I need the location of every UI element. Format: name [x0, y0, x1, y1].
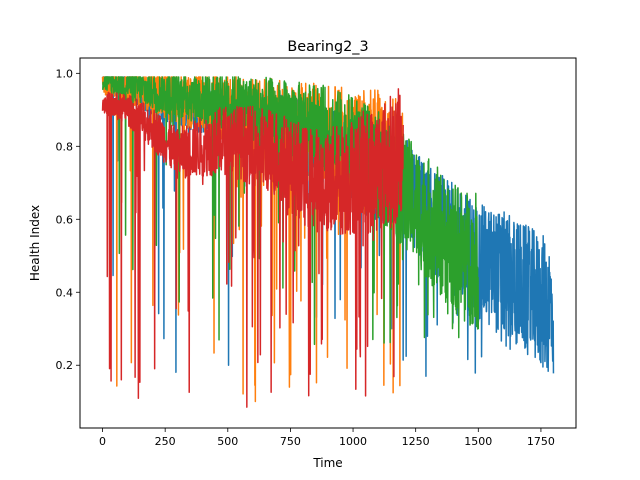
x-tick-label: 1250: [402, 435, 430, 448]
y-tick-label: 0.2: [56, 359, 74, 372]
x-axis: 0 250 500 750 1000 1250 1500 1750: [99, 428, 555, 448]
x-tick-label: 1750: [527, 435, 555, 448]
y-tick-label: 1.0: [56, 67, 74, 80]
y-tick-label: 0.8: [56, 140, 74, 153]
chart-title: Bearing2_3: [287, 39, 368, 55]
x-axis-label: Time: [312, 456, 342, 470]
x-tick-label: 500: [217, 435, 238, 448]
x-tick-label: 750: [280, 435, 301, 448]
x-tick-label: 250: [155, 435, 176, 448]
x-tick-label: 1500: [464, 435, 492, 448]
y-axis: 0.2 0.4 0.6 0.8 1.0: [56, 67, 80, 372]
plot-frame: [79, 57, 577, 429]
y-tick-label: 0.4: [56, 286, 74, 299]
x-tick-label: 1000: [339, 435, 367, 448]
y-axis-label: Health Index: [28, 205, 42, 281]
series-lines: [101, 76, 555, 408]
x-tick-label: 0: [99, 435, 106, 448]
series-line-4: [101, 88, 404, 408]
y-tick-label: 0.6: [56, 213, 74, 226]
